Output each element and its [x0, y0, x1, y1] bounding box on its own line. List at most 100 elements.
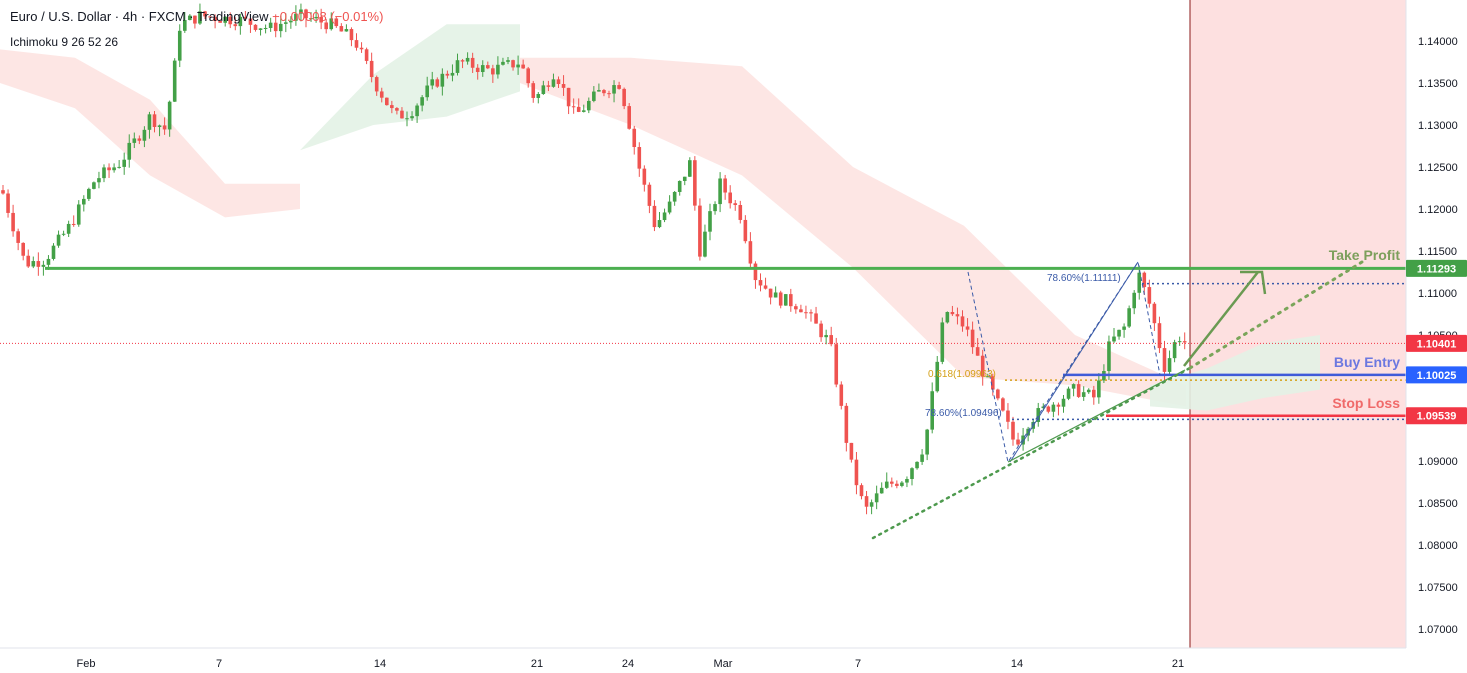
candle-body — [915, 461, 919, 469]
candle-body — [142, 129, 147, 141]
candle — [1167, 350, 1172, 376]
candle — [581, 104, 586, 113]
candle-body — [682, 176, 687, 181]
candle — [844, 402, 849, 452]
y-tick-label: 1.12000 — [1418, 204, 1458, 216]
candle-body — [1132, 292, 1136, 309]
candle — [334, 16, 339, 28]
y-tick-label: 1.11500 — [1418, 246, 1457, 258]
candle-body — [1182, 341, 1187, 343]
x-tick-label: 14 — [374, 658, 386, 670]
indicator-legend[interactable]: Ichimoku 9 26 52 26 — [10, 35, 119, 49]
candle-body — [152, 114, 157, 128]
candle — [985, 373, 990, 378]
candle — [642, 165, 647, 192]
candle — [935, 356, 940, 393]
candle — [107, 163, 111, 178]
candle — [97, 171, 101, 189]
candle-body — [102, 167, 106, 179]
candle-body — [607, 93, 611, 95]
candle-body — [905, 478, 909, 483]
candle — [1142, 271, 1147, 295]
candle-body — [597, 90, 601, 92]
candle — [238, 13, 243, 35]
candle-body — [400, 110, 404, 119]
candle-body — [612, 85, 616, 94]
candle — [556, 76, 561, 89]
candle — [415, 103, 419, 123]
candle-body — [844, 405, 849, 443]
candle-body — [319, 16, 323, 23]
candle — [672, 191, 677, 206]
candle-body — [284, 22, 288, 24]
candle-body — [672, 191, 677, 202]
candle — [435, 77, 440, 88]
support-trendline[interactable] — [871, 366, 1192, 540]
candle-body — [415, 105, 419, 117]
candle-body — [991, 376, 995, 390]
candle — [258, 28, 263, 36]
candle — [405, 111, 409, 127]
candle-body — [804, 312, 808, 314]
candle — [511, 59, 515, 71]
candle-body — [213, 17, 217, 22]
candle — [61, 230, 66, 237]
candle-body — [390, 105, 394, 109]
candle — [475, 64, 480, 80]
y-tick-label: 1.08500 — [1418, 498, 1458, 510]
candle — [566, 87, 571, 115]
candle-body — [778, 292, 783, 306]
candle-body — [273, 22, 278, 32]
candle-body — [385, 97, 389, 106]
candle-body — [475, 67, 480, 73]
candle — [718, 172, 722, 213]
candle-body — [879, 487, 884, 494]
candle-body — [172, 60, 177, 102]
candle-body — [470, 57, 475, 68]
candle — [1086, 388, 1091, 394]
candle-body — [581, 110, 586, 112]
candle — [122, 152, 126, 175]
symbol-name[interactable]: Euro / U.S. Dollar — [10, 9, 112, 24]
candle-body — [420, 97, 424, 106]
candle-body — [440, 73, 445, 87]
candle-body — [556, 79, 561, 85]
candle — [1137, 265, 1142, 300]
candle — [309, 12, 313, 22]
interval-label[interactable]: 4h — [122, 9, 138, 24]
candle-body — [733, 203, 738, 206]
candle-body — [521, 64, 525, 69]
candle — [758, 273, 763, 292]
candle — [167, 100, 172, 137]
candle-body — [177, 30, 182, 61]
candle — [1, 185, 5, 195]
exchange-label: FXCM — [148, 9, 186, 24]
candle-body — [11, 212, 15, 232]
candle — [1152, 302, 1157, 331]
candle-body — [127, 142, 132, 160]
candle — [662, 208, 667, 223]
take-profit-price-tag: 1.11293 — [1406, 259, 1467, 277]
candle — [1081, 386, 1086, 401]
candle — [1076, 380, 1081, 398]
candle-body — [122, 159, 126, 167]
candle — [799, 304, 803, 313]
stop-loss-price-tag-text: 1.09539 — [1417, 411, 1457, 423]
candle — [814, 306, 818, 324]
candle — [491, 64, 495, 83]
candle-body — [1097, 380, 1101, 398]
candle-body — [698, 205, 702, 257]
candle-body — [864, 496, 869, 507]
candle-body — [996, 389, 1000, 399]
candle — [688, 157, 692, 177]
candle — [203, 10, 207, 19]
candle — [677, 180, 682, 196]
candle-body — [531, 83, 536, 98]
candle-body — [824, 335, 828, 338]
candle-body — [1081, 392, 1086, 397]
candle-body — [92, 182, 96, 189]
candle-body — [31, 261, 36, 267]
y-tick-label: 1.08000 — [1418, 540, 1458, 552]
candle-body — [1092, 389, 1096, 398]
